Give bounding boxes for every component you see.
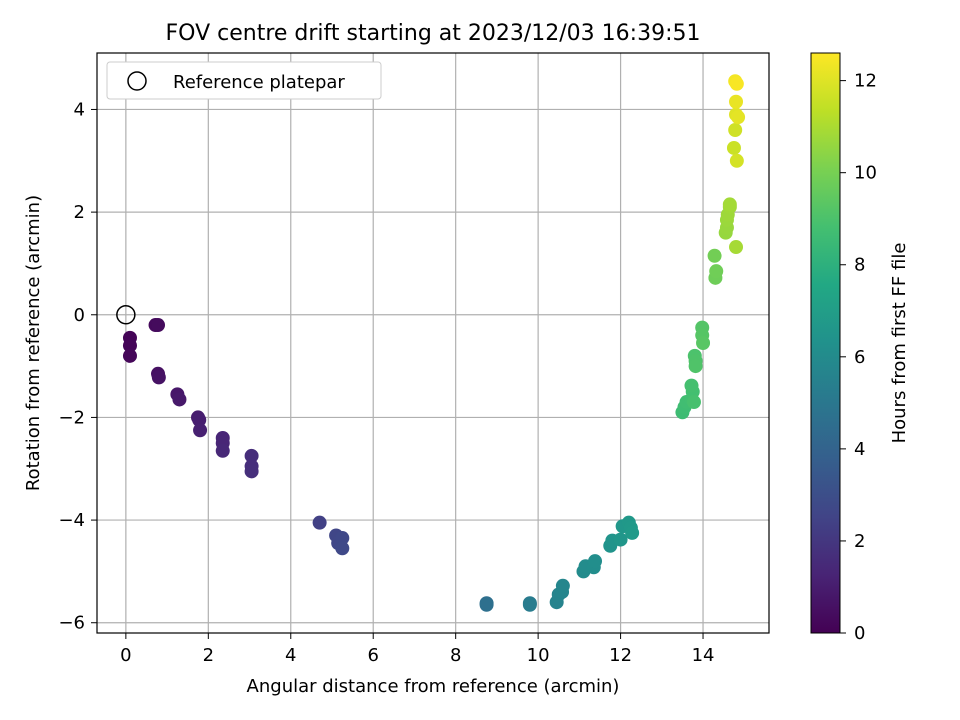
scatter-point: [684, 378, 699, 393]
scatter-point: [726, 140, 741, 155]
x-tick-label: 2: [203, 645, 214, 666]
scatter-point: [192, 412, 207, 427]
scatter-point: [686, 395, 701, 410]
x-tick-label: 6: [367, 645, 378, 666]
colorbar-tick-label: 2: [854, 531, 865, 552]
colorbar-tick-label: 10: [854, 163, 877, 184]
y-axis-ticks: −6 −4 −2 0 2 4: [58, 99, 97, 634]
scatter-point: [244, 464, 259, 479]
scatter-point: [707, 248, 722, 263]
scatter-point: [335, 531, 350, 546]
y-tick-label: 0: [74, 305, 85, 326]
scatter-point: [151, 318, 166, 333]
scatter-point: [709, 264, 724, 279]
scatter-point: [312, 515, 327, 530]
scatter-point: [613, 532, 628, 547]
scatter-point: [151, 370, 166, 385]
scatter-point: [122, 338, 137, 353]
x-tick-label: 10: [527, 645, 550, 666]
scatter-points: [122, 74, 746, 612]
reference-marker: [116, 305, 136, 325]
legend-marker-icon: [127, 71, 147, 91]
scatter-point: [722, 197, 737, 212]
y-tick-label: 2: [74, 202, 85, 223]
colorbar-tick-label: 4: [854, 439, 865, 460]
y-axis-label: Rotation from reference (arcmin): [23, 195, 44, 491]
x-tick-label: 0: [120, 645, 131, 666]
scatter-point: [193, 423, 208, 438]
x-tick-label: 14: [692, 645, 715, 666]
legend: Reference platepar: [106, 61, 382, 100]
x-tick-label: 12: [609, 645, 632, 666]
legend-entry-label: Reference platepar: [173, 72, 345, 93]
colorbar-tick-label: 12: [854, 71, 877, 92]
x-tick-label: 8: [450, 645, 461, 666]
scatter-point: [479, 597, 494, 612]
scatter-point: [555, 578, 570, 593]
plot-frame: [96, 52, 770, 634]
scatter-point: [729, 76, 744, 91]
x-tick-label: 4: [285, 645, 296, 666]
scatter-point: [588, 554, 603, 569]
chart-title: FOV centre drift starting at 2023/12/03 …: [166, 21, 701, 46]
colorbar-tick-label: 0: [854, 623, 865, 644]
scatter-point: [335, 541, 350, 556]
scatter-point: [688, 359, 703, 374]
scatter-point: [522, 597, 537, 612]
colorbar-tick-label: 8: [854, 255, 865, 276]
colorbar: [810, 52, 841, 634]
colorbar-tick-label: 6: [854, 347, 865, 368]
y-tick-label: −2: [58, 407, 85, 428]
colorbar-ticks: 0 2 4 6 8 10 12: [840, 71, 877, 644]
scatter-point: [729, 240, 744, 255]
scatter-point: [215, 443, 230, 458]
scatter-point: [172, 392, 187, 407]
scatter-point: [122, 348, 137, 363]
scatter-point: [729, 153, 744, 168]
x-axis-ticks: 0 2 4 6 8 10 12 14: [120, 633, 714, 666]
scatter-point: [696, 336, 711, 350]
scatter-point: [728, 122, 743, 137]
scatter-point: [731, 110, 746, 125]
y-tick-label: −6: [58, 613, 85, 634]
y-tick-label: 4: [74, 99, 85, 120]
x-axis-label: Angular distance from reference (arcmin): [247, 676, 620, 697]
colorbar-label: Hours from first FF file: [889, 243, 910, 444]
scatter-point: [729, 94, 744, 109]
scatter-point: [244, 448, 259, 463]
scatter-point: [625, 525, 640, 540]
legend-box: [106, 61, 382, 100]
grid-lines: [97, 53, 769, 633]
y-tick-label: −4: [58, 510, 85, 531]
